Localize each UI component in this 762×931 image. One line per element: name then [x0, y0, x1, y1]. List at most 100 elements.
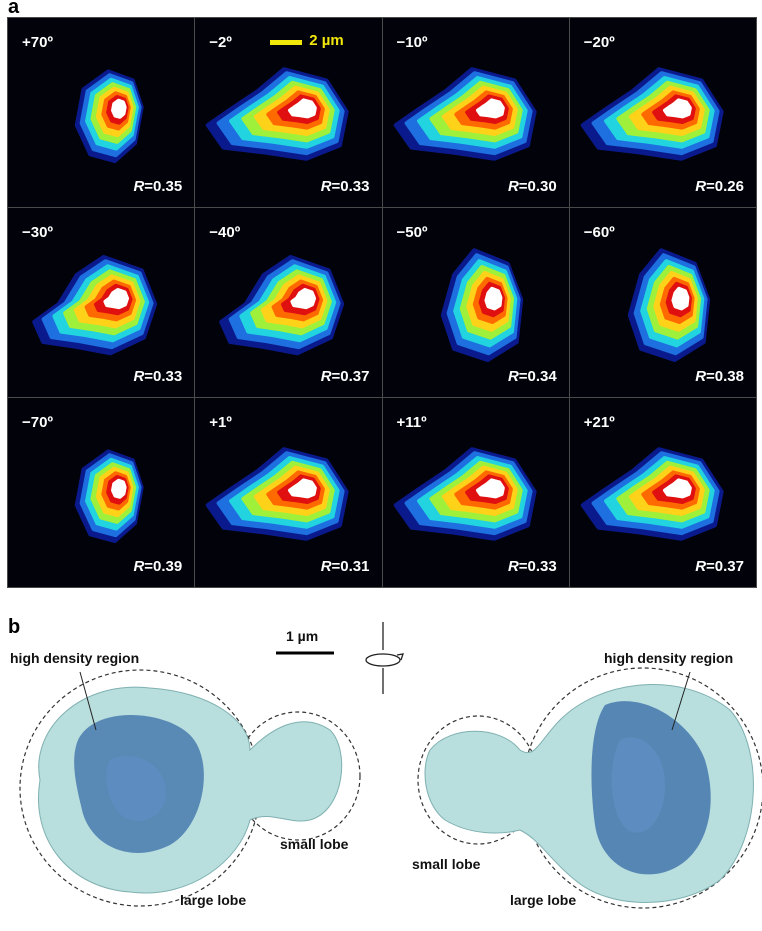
correlation-label: R=0.33	[508, 558, 557, 575]
correlation-symbol: R	[320, 558, 332, 575]
dense-highlight-right	[611, 737, 665, 833]
hdr-pointer-left	[79, 671, 97, 731]
density-contour	[103, 288, 130, 310]
density-contour	[662, 98, 692, 119]
density-contour	[111, 98, 127, 119]
tomogram-tile-grid: +70º R=0.35 −2º R=0.33 2 µm −10º R=0.30 −20º R=0…	[6, 17, 758, 588]
correlation-value: =0.33	[331, 178, 370, 195]
high-density-label-left: high density region	[10, 650, 140, 666]
surface-render-panel: 1 µm high density region high density re…	[0, 610, 762, 926]
density-map	[580, 447, 724, 541]
correlation-value: =0.37	[331, 368, 370, 385]
tomogram-tile: −2º R=0.33 2 µm	[194, 17, 383, 208]
correlation-value: =0.37	[706, 558, 744, 575]
density-contour	[288, 478, 318, 499]
tilt-angle-label: +70º	[22, 34, 53, 51]
dense-highlight-left	[106, 756, 166, 821]
correlation-symbol: R	[695, 178, 707, 195]
small-lobe-label-right: small lobe	[412, 856, 481, 872]
correlation-label: R=0.37	[695, 558, 744, 575]
correlation-label: R=0.30	[508, 178, 557, 195]
scale-bar-2um	[270, 40, 303, 45]
correlation-label: R=0.26	[695, 178, 744, 195]
tomogram-tile: +21º R=0.37	[568, 397, 758, 588]
panel-b-label: b	[8, 616, 21, 638]
correlation-symbol: R	[320, 178, 332, 195]
tilt-angle-label: −20º	[583, 34, 615, 51]
tomogram-tile: −70º R=0.39	[6, 397, 196, 588]
tomogram-tile: −60º R=0.38	[568, 207, 758, 398]
correlation-label: R=0.34	[508, 368, 557, 385]
density-map	[206, 447, 349, 541]
density-map	[393, 67, 537, 161]
correlation-symbol: R	[695, 558, 707, 575]
right-surface-render	[417, 667, 762, 909]
tilt-angle-label: +1º	[209, 414, 232, 431]
correlation-label: R=0.37	[321, 368, 370, 385]
density-map	[580, 67, 724, 161]
density-map	[206, 67, 349, 161]
density-contour	[483, 286, 502, 311]
tilt-angle-label: −60º	[583, 224, 615, 241]
density-map	[74, 449, 144, 544]
correlation-label: R=0.38	[695, 368, 744, 385]
large-lobe-label-left: large lobe	[180, 892, 247, 908]
correlation-symbol: R	[133, 558, 145, 575]
density-map	[32, 254, 158, 356]
large-lobe-label-right: large lobe	[510, 892, 577, 908]
correlation-symbol: R	[507, 558, 519, 575]
left-surface-render	[19, 669, 361, 907]
correlation-symbol: R	[507, 178, 519, 195]
density-map	[393, 447, 537, 541]
correlation-label: R=0.31	[321, 558, 370, 575]
tomogram-tile: −40º R=0.37	[194, 207, 383, 398]
density-contour	[290, 288, 317, 310]
correlation-value: =0.35	[144, 178, 183, 195]
scale-label-a: 2 µm	[309, 32, 344, 49]
density-contour	[662, 478, 692, 499]
scale-label-b: 1 µm	[286, 628, 319, 644]
correlation-symbol: R	[133, 178, 145, 195]
correlation-value: =0.34	[518, 368, 557, 385]
correlation-symbol: R	[133, 368, 145, 385]
tilt-angle-label: −30º	[22, 224, 53, 241]
tomogram-tile: +70º R=0.35	[6, 17, 196, 208]
density-map	[440, 248, 523, 362]
correlation-label: R=0.33	[133, 368, 182, 385]
correlation-symbol: R	[320, 368, 332, 385]
density-map	[627, 248, 710, 362]
correlation-symbol: R	[695, 368, 707, 385]
panel-a-label: a	[8, 0, 20, 18]
density-contour	[288, 98, 318, 119]
density-contour	[671, 286, 690, 311]
tomogram-tile: +1º R=0.31	[194, 397, 383, 588]
tilt-angle-label: +21º	[583, 414, 615, 431]
small-lobe-label-left: small lobe	[280, 836, 349, 852]
correlation-value: =0.31	[331, 558, 370, 575]
correlation-value: =0.33	[518, 558, 557, 575]
density-contour	[475, 478, 505, 499]
correlation-symbol: R	[507, 368, 519, 385]
correlation-value: =0.39	[144, 558, 183, 575]
tilt-angle-label: −2º	[209, 34, 232, 51]
tomogram-tile: −20º R=0.26	[568, 17, 758, 208]
tomogram-tile: +11º R=0.33	[381, 397, 570, 588]
density-map	[219, 254, 345, 356]
tilt-angle-label: +11º	[396, 414, 427, 431]
high-density-label-right: high density region	[604, 650, 734, 666]
hdr-pointer-right	[671, 671, 691, 731]
tomogram-tile: −10º R=0.30	[381, 17, 570, 208]
tilt-angle-label: −50º	[396, 224, 428, 241]
tomogram-tile: −50º R=0.34	[381, 207, 570, 398]
tomogram-tile: −30º R=0.33	[6, 207, 196, 398]
correlation-value: =0.30	[518, 178, 557, 195]
correlation-value: =0.26	[706, 178, 744, 195]
tilt-angle-label: −40º	[209, 224, 241, 241]
density-map	[74, 69, 144, 164]
surface-render-figure	[19, 622, 762, 909]
correlation-label: R=0.35	[133, 178, 182, 195]
rotate-axis-icon	[365, 622, 404, 694]
density-contour	[475, 98, 505, 119]
tilt-angle-label: −70º	[22, 414, 53, 431]
correlation-label: R=0.33	[321, 178, 370, 195]
